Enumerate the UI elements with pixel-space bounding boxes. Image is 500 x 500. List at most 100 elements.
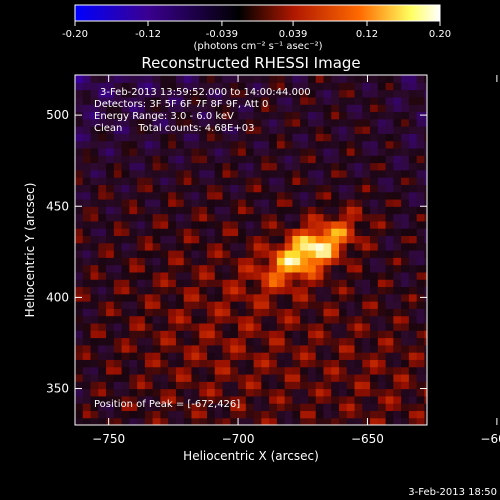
image-pixel bbox=[98, 184, 107, 193]
image-pixel bbox=[385, 395, 394, 404]
image-pixel bbox=[339, 220, 348, 229]
image-pixel bbox=[393, 366, 402, 375]
image-pixel bbox=[75, 228, 84, 237]
image-pixel bbox=[245, 242, 255, 251]
image-pixel bbox=[183, 220, 193, 229]
image-pixel bbox=[269, 410, 278, 419]
image-pixel bbox=[160, 111, 169, 120]
image-pixel bbox=[183, 126, 193, 134]
image-pixel bbox=[276, 118, 286, 127]
image-pixel bbox=[416, 388, 426, 397]
image-pixel bbox=[191, 373, 200, 382]
image-pixel bbox=[292, 96, 301, 105]
image-pixel bbox=[339, 118, 348, 127]
image-pixel bbox=[121, 279, 130, 288]
image-pixel bbox=[214, 381, 224, 390]
image-pixel bbox=[401, 257, 410, 266]
image-pixel bbox=[183, 264, 193, 273]
image-pixel bbox=[82, 264, 92, 273]
image-pixel bbox=[113, 279, 123, 288]
image-pixel bbox=[346, 104, 356, 113]
image-pixel bbox=[191, 191, 200, 200]
image-pixel bbox=[292, 235, 301, 244]
image-pixel bbox=[199, 286, 208, 295]
image-pixel bbox=[276, 373, 286, 382]
image-pixel bbox=[98, 155, 107, 164]
image-pixel bbox=[207, 169, 216, 178]
image-pixel bbox=[307, 373, 317, 382]
image-pixel bbox=[82, 395, 92, 404]
image-pixel bbox=[90, 381, 99, 390]
image-pixel bbox=[416, 250, 426, 258]
image-pixel bbox=[346, 82, 356, 91]
image-pixel bbox=[129, 330, 138, 339]
image-pixel bbox=[214, 250, 224, 258]
image-pixel bbox=[90, 257, 99, 266]
image-pixel bbox=[230, 286, 239, 295]
image-pixel bbox=[245, 184, 255, 193]
image-pixel bbox=[401, 118, 410, 127]
image-pixel bbox=[168, 104, 177, 113]
image-pixel bbox=[408, 373, 418, 382]
image-pixel bbox=[331, 315, 340, 324]
image-pixel bbox=[98, 308, 107, 317]
image-pixel bbox=[377, 184, 387, 193]
image-pixel bbox=[269, 82, 278, 91]
image-pixel bbox=[408, 388, 418, 397]
image-pixel bbox=[191, 352, 200, 360]
image-pixel bbox=[238, 104, 247, 113]
image-pixel bbox=[222, 82, 231, 91]
image-pixel bbox=[269, 155, 278, 164]
image-pixel bbox=[292, 344, 301, 353]
image-pixel bbox=[261, 388, 270, 397]
image-pixel bbox=[183, 257, 193, 266]
image-pixel bbox=[393, 228, 402, 237]
image-pixel bbox=[183, 366, 193, 375]
image-pixel bbox=[292, 177, 301, 185]
image-pixel bbox=[315, 89, 325, 98]
image-pixel bbox=[137, 96, 146, 105]
image-pixel bbox=[416, 366, 426, 375]
image-pixel bbox=[269, 279, 278, 288]
image-pixel bbox=[339, 352, 348, 360]
image-pixel bbox=[183, 147, 193, 156]
image-pixel bbox=[354, 373, 363, 382]
image-pixel bbox=[339, 82, 348, 91]
image-pixel bbox=[377, 126, 387, 134]
image-pixel bbox=[113, 330, 123, 339]
image-pixel bbox=[230, 257, 239, 266]
image-pixel bbox=[245, 250, 255, 258]
image-pixel bbox=[75, 417, 84, 425]
image-pixel bbox=[377, 315, 387, 324]
image-pixel bbox=[245, 373, 255, 382]
image-pixel bbox=[354, 235, 363, 244]
image-pixel bbox=[362, 198, 371, 207]
image-pixel bbox=[315, 417, 325, 425]
image-pixel bbox=[106, 242, 115, 251]
image-pixel bbox=[90, 359, 99, 368]
image-pixel bbox=[362, 308, 371, 317]
image-pixel bbox=[238, 315, 247, 324]
image-pixel bbox=[106, 147, 115, 156]
image-pixel bbox=[331, 286, 340, 295]
image-pixel bbox=[137, 104, 146, 113]
image-pixel bbox=[408, 242, 418, 251]
image-pixel bbox=[276, 104, 286, 113]
image-pixel bbox=[230, 235, 239, 244]
image-pixel bbox=[424, 118, 427, 127]
image-pixel bbox=[315, 111, 325, 120]
image-pixel bbox=[307, 111, 317, 120]
image-pixel bbox=[346, 126, 356, 134]
image-pixel bbox=[238, 133, 247, 142]
image-pixel bbox=[207, 381, 216, 390]
image-pixel bbox=[346, 133, 356, 142]
image-pixel bbox=[284, 322, 294, 331]
image-pixel bbox=[377, 293, 387, 302]
image-pixel bbox=[331, 403, 340, 412]
image-pixel bbox=[253, 140, 262, 149]
image-pixel bbox=[121, 257, 130, 266]
image-pixel bbox=[370, 111, 379, 120]
image-pixel bbox=[183, 344, 193, 353]
image-pixel bbox=[416, 242, 426, 251]
image-pixel bbox=[129, 177, 138, 185]
